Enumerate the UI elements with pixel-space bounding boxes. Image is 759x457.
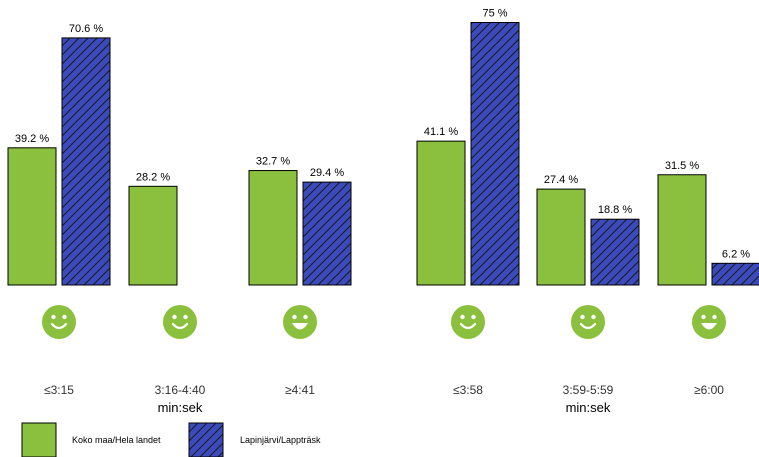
smiley-icon bbox=[692, 305, 726, 339]
x-axis-label-right: min:sek bbox=[566, 400, 611, 415]
category-label: 3:59-5:59 bbox=[563, 383, 614, 397]
category-label: ≤3:58 bbox=[453, 383, 483, 397]
data-label: 28.2 % bbox=[136, 171, 170, 183]
data-label: 39.2 % bbox=[15, 133, 49, 145]
data-label: 75 % bbox=[482, 8, 507, 20]
category-label: ≥4:41 bbox=[285, 383, 315, 397]
data-label: 32.7 % bbox=[256, 156, 290, 168]
legend-label-local: Lapinjärvi/Lappträsk bbox=[240, 435, 321, 445]
data-label: 18.8 % bbox=[598, 204, 632, 216]
bar-local bbox=[711, 262, 759, 286]
data-label: 31.5 % bbox=[665, 160, 699, 172]
smiley-icon bbox=[42, 305, 76, 339]
legend-label-national: Koko maa/Hela landet bbox=[72, 435, 161, 445]
bar-national bbox=[536, 188, 586, 286]
bar-local bbox=[61, 37, 111, 286]
bar-local bbox=[302, 181, 352, 286]
bar-national bbox=[657, 174, 707, 286]
category-label: ≤3:15 bbox=[44, 383, 74, 397]
bar-national bbox=[416, 140, 466, 286]
data-label: 27.4 % bbox=[544, 174, 578, 186]
data-label: 6.2 % bbox=[722, 248, 750, 260]
bar-national bbox=[128, 185, 178, 286]
smiley-icon bbox=[163, 305, 197, 339]
bar-national bbox=[248, 170, 298, 286]
bar-local bbox=[470, 22, 520, 286]
bar-local bbox=[590, 218, 640, 286]
legend: Koko maa/Hela landet Lapinjärvi/Lappträs… bbox=[21, 422, 321, 457]
x-axis-label-left: min:sek bbox=[158, 400, 203, 415]
data-label: 29.4 % bbox=[310, 167, 344, 179]
legend-swatch-local bbox=[188, 422, 224, 457]
legend-swatch-national bbox=[21, 422, 57, 457]
bar-national bbox=[7, 147, 57, 286]
smiley-icon bbox=[283, 305, 317, 339]
category-label: ≥6:00 bbox=[694, 383, 724, 397]
category-label: 3:16-4:40 bbox=[155, 383, 206, 397]
data-label: 41.1 % bbox=[424, 126, 458, 138]
data-label: 70.6 % bbox=[69, 23, 103, 35]
smiley-icon bbox=[451, 305, 485, 339]
smiley-icon bbox=[571, 305, 605, 339]
